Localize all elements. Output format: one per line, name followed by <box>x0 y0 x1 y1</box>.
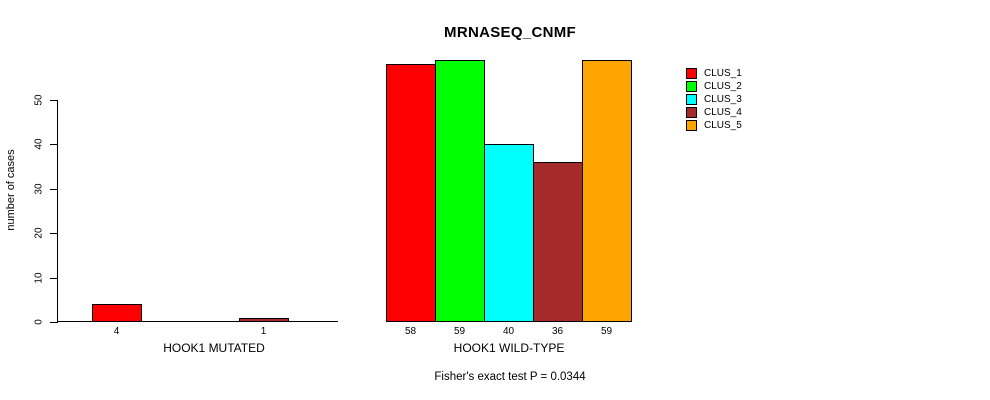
y-tick <box>50 100 57 101</box>
legend-swatch-clus_4 <box>686 107 697 118</box>
y-tick-label: 20 <box>33 227 45 239</box>
y-tick-label: 10 <box>33 272 45 284</box>
bar-value-label: 59 <box>600 326 613 337</box>
legend-swatch-clus_1 <box>686 68 697 79</box>
chart-title: MRNASEQ_CNMF <box>444 24 576 41</box>
legend-item: CLUS_3 <box>686 93 742 106</box>
legend-label: CLUS_1 <box>704 68 742 79</box>
bar-clus_4-hook1-wild-type <box>533 162 583 322</box>
legend-item: CLUS_5 <box>686 119 742 132</box>
bar-clus_4-hook1-mutated <box>239 318 289 322</box>
legend-label: CLUS_4 <box>704 107 742 118</box>
legend-item: CLUS_4 <box>686 106 742 119</box>
legend-item: CLUS_2 <box>686 80 742 93</box>
legend-swatch-clus_3 <box>686 94 697 105</box>
bar-clus_2-hook1-wild-type <box>435 60 485 322</box>
bar-clus_1-hook1-wild-type <box>386 64 436 322</box>
y-axis-line <box>57 100 58 323</box>
bar-clus_5-hook1-wild-type <box>582 60 632 322</box>
bar-value-label: 58 <box>404 326 417 337</box>
y-tick-label: 30 <box>33 183 45 195</box>
x-axis-line <box>57 321 338 322</box>
bar-value-label: 4 <box>113 326 120 337</box>
y-tick-label: 0 <box>33 319 45 325</box>
bar-value-label: 1 <box>260 326 267 337</box>
legend: CLUS_1 CLUS_2 CLUS_3 CLUS_4 CLUS_5 <box>686 67 742 132</box>
legend-label: CLUS_2 <box>704 81 742 92</box>
y-tick-label: 40 <box>33 138 45 150</box>
bar-clus_3-hook1-wild-type <box>484 144 534 322</box>
bar-clus_1-hook1-mutated <box>92 304 142 322</box>
legend-label: CLUS_3 <box>704 94 742 105</box>
group-label-wildtype: HOOK1 WILD-TYPE <box>453 341 565 355</box>
legend-swatch-clus_2 <box>686 81 697 92</box>
y-tick <box>50 233 57 235</box>
y-tick <box>50 277 57 279</box>
fisher-test-annotation: Fisher's exact test P = 0.0344 <box>434 371 586 383</box>
y-tick <box>50 144 57 146</box>
bar-value-label: 36 <box>551 326 564 337</box>
legend-label: CLUS_5 <box>704 120 742 131</box>
y-tick <box>50 322 57 323</box>
y-tick <box>50 188 57 190</box>
group-label-mutated: HOOK1 MUTATED <box>163 341 265 355</box>
y-tick-label: 50 <box>33 94 45 106</box>
bar-value-label: 59 <box>453 326 466 337</box>
bar-value-label: 40 <box>502 326 515 337</box>
legend-item: CLUS_1 <box>686 67 742 80</box>
legend-swatch-clus_5 <box>686 120 697 131</box>
